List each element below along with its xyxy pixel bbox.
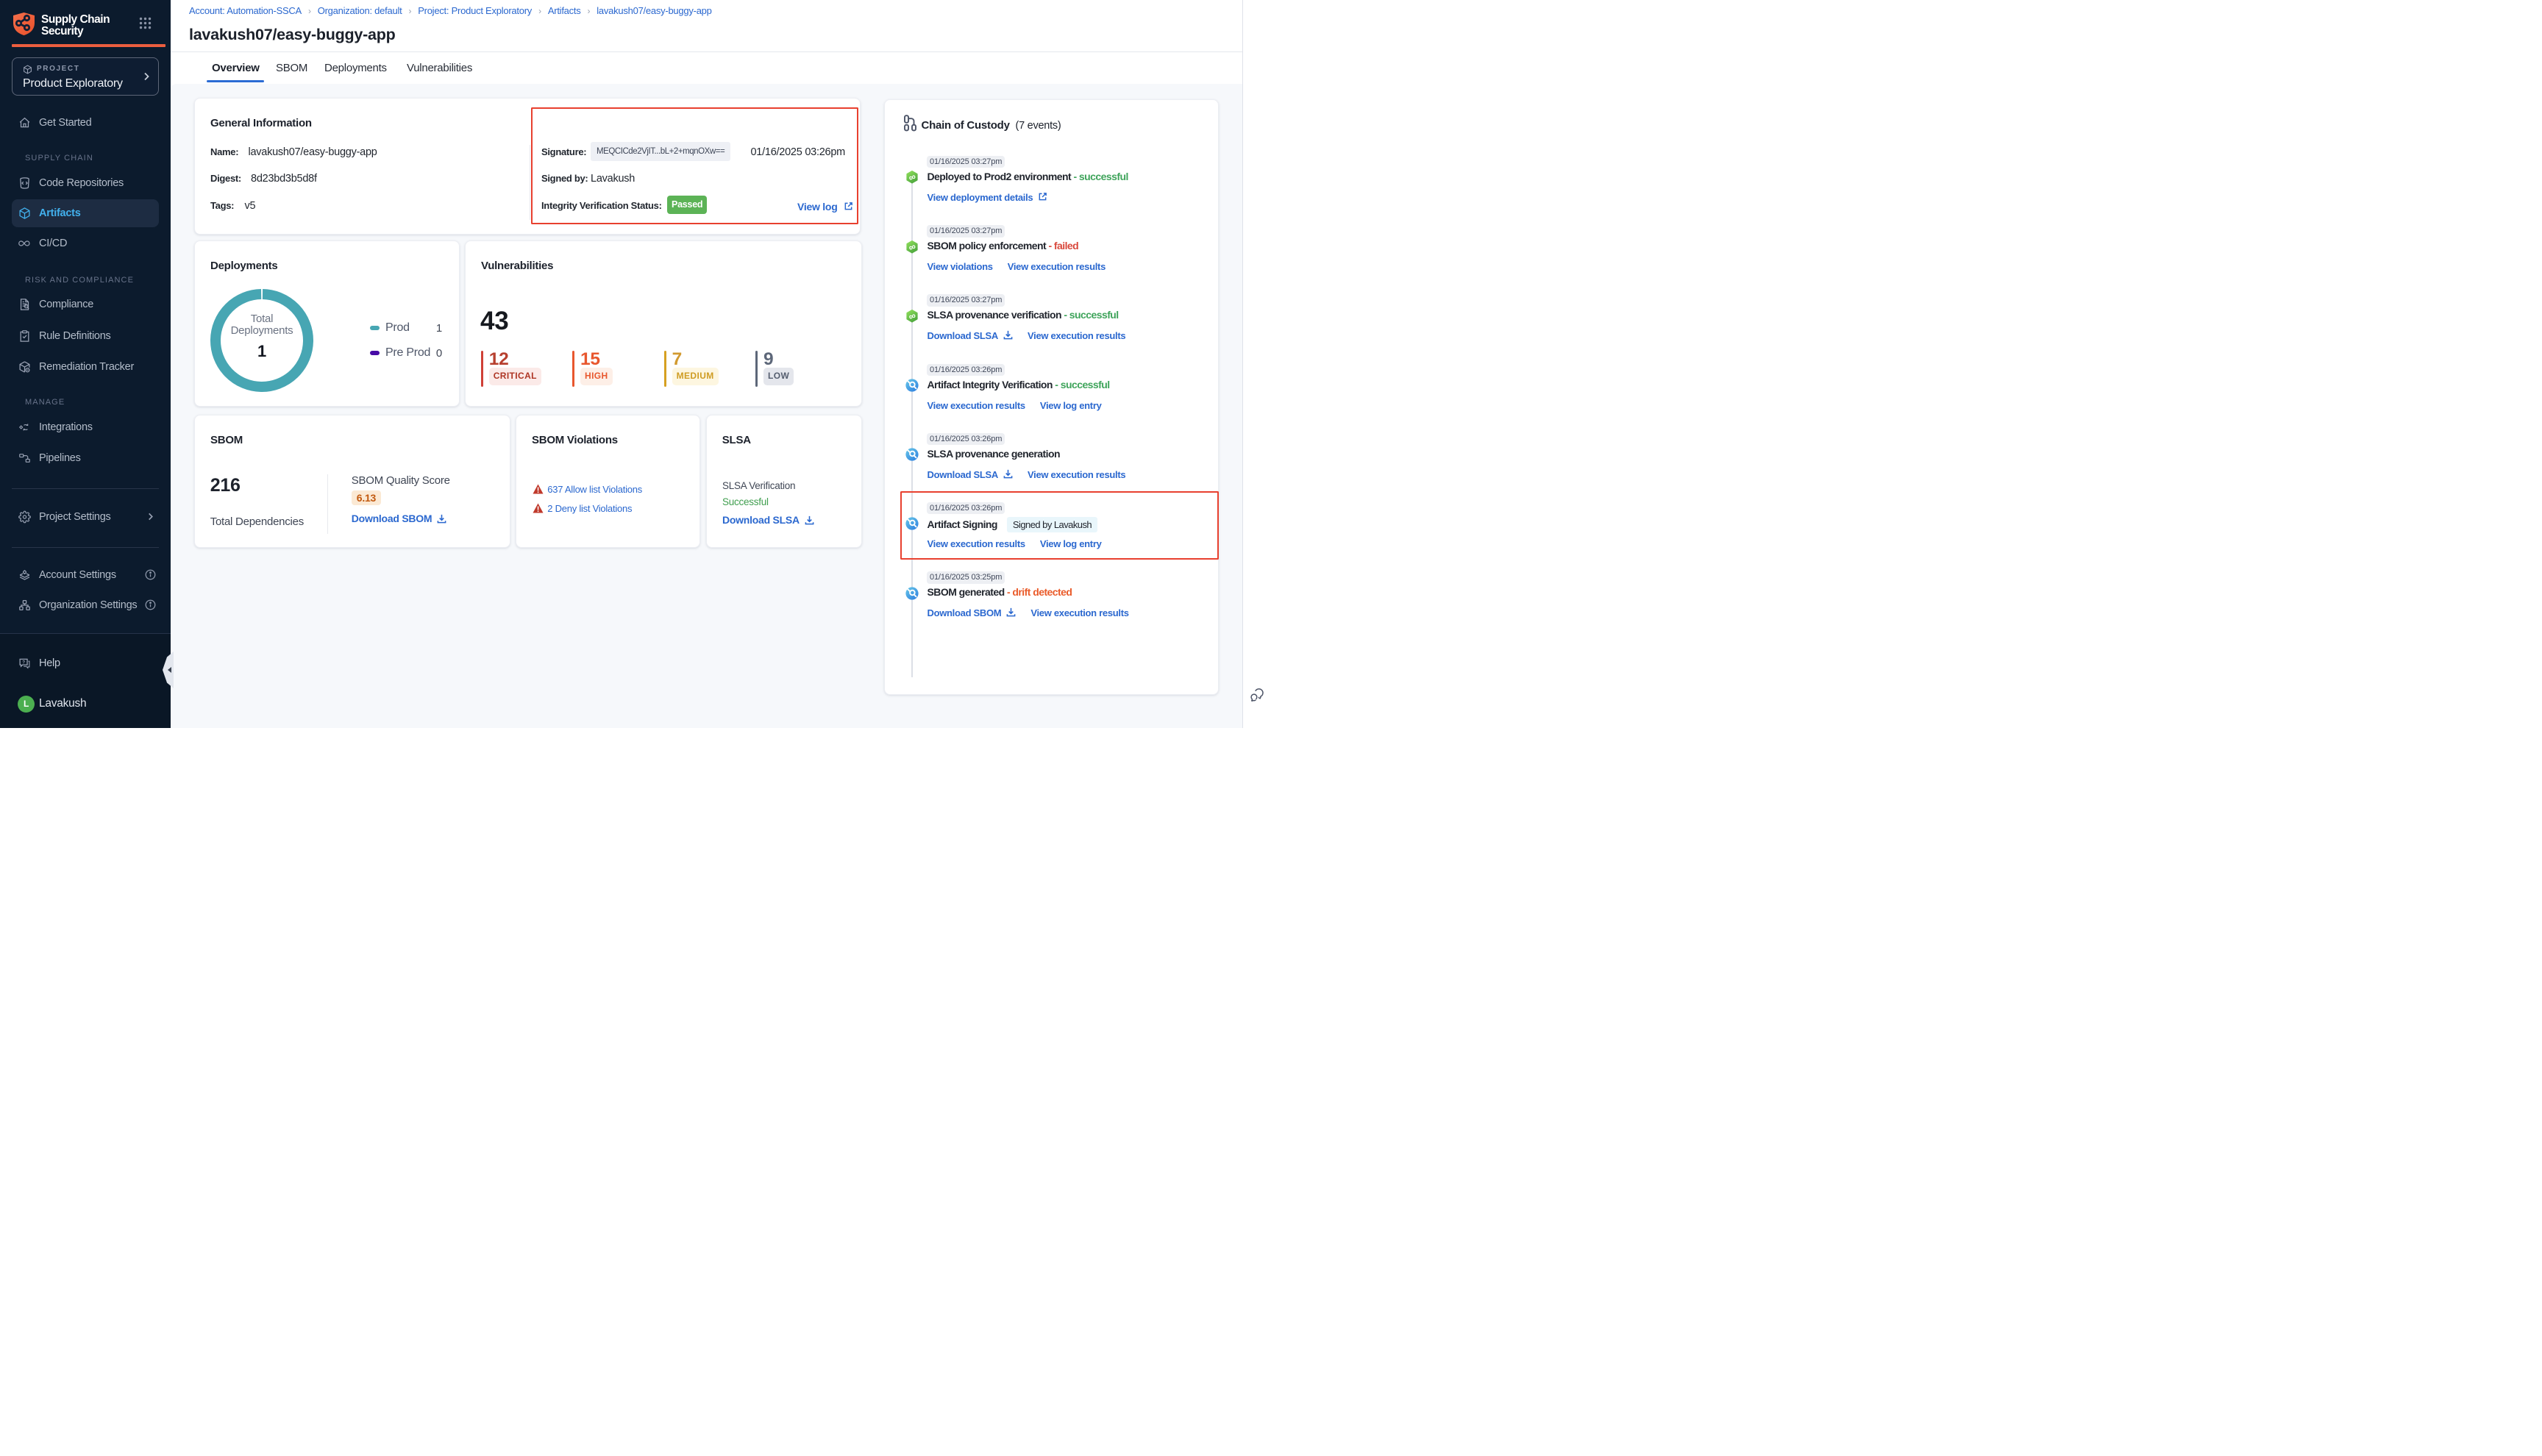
svg-text:?: ? [22, 660, 25, 665]
